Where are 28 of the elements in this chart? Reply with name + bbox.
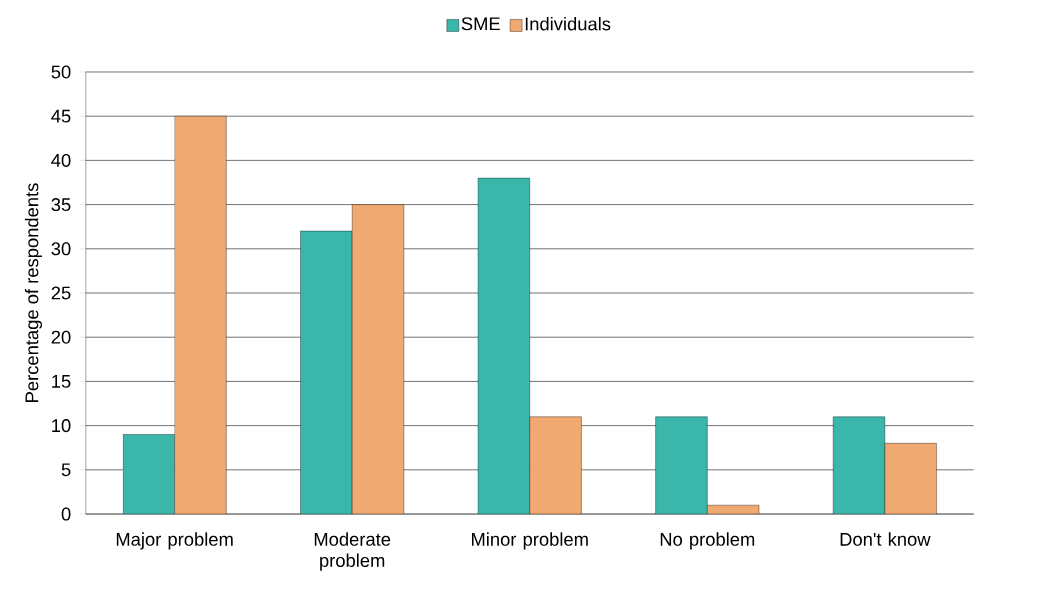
- bar: [655, 416, 708, 515]
- y-tick-label: 20: [51, 330, 71, 344]
- x-tick-label: No problem: [660, 532, 755, 550]
- y-tick-label: 50: [51, 65, 71, 79]
- y-tick-label: 10: [52, 419, 71, 433]
- y-axis-title: Percentage of respondents: [24, 183, 43, 402]
- y-tick-label: 0: [61, 507, 71, 521]
- bar: [122, 434, 175, 515]
- bar: [351, 204, 405, 515]
- legend-label: Individuals: [525, 16, 611, 31]
- y-tick-label: 25: [51, 286, 71, 300]
- bar: [477, 177, 530, 515]
- x-tick-label: Don't know: [840, 532, 931, 546]
- x-tick-label: Major problem: [116, 532, 233, 550]
- y-tick-label: 40: [51, 153, 71, 167]
- bar: [529, 416, 582, 515]
- y-tick-label: 35: [51, 198, 71, 212]
- bar: [833, 416, 886, 515]
- y-tick-label: 45: [51, 109, 71, 123]
- y-tick-label: 5: [61, 463, 71, 477]
- legend-label: SME: [461, 17, 500, 31]
- bar: [174, 115, 227, 515]
- y-tick-label: 30: [51, 242, 71, 256]
- y-tick-label: 15: [52, 375, 71, 388]
- bar: [884, 443, 937, 515]
- x-tick-label: Minor problem: [471, 532, 588, 550]
- bar: [300, 230, 353, 515]
- x-tick-label: Moderate problem: [314, 532, 391, 571]
